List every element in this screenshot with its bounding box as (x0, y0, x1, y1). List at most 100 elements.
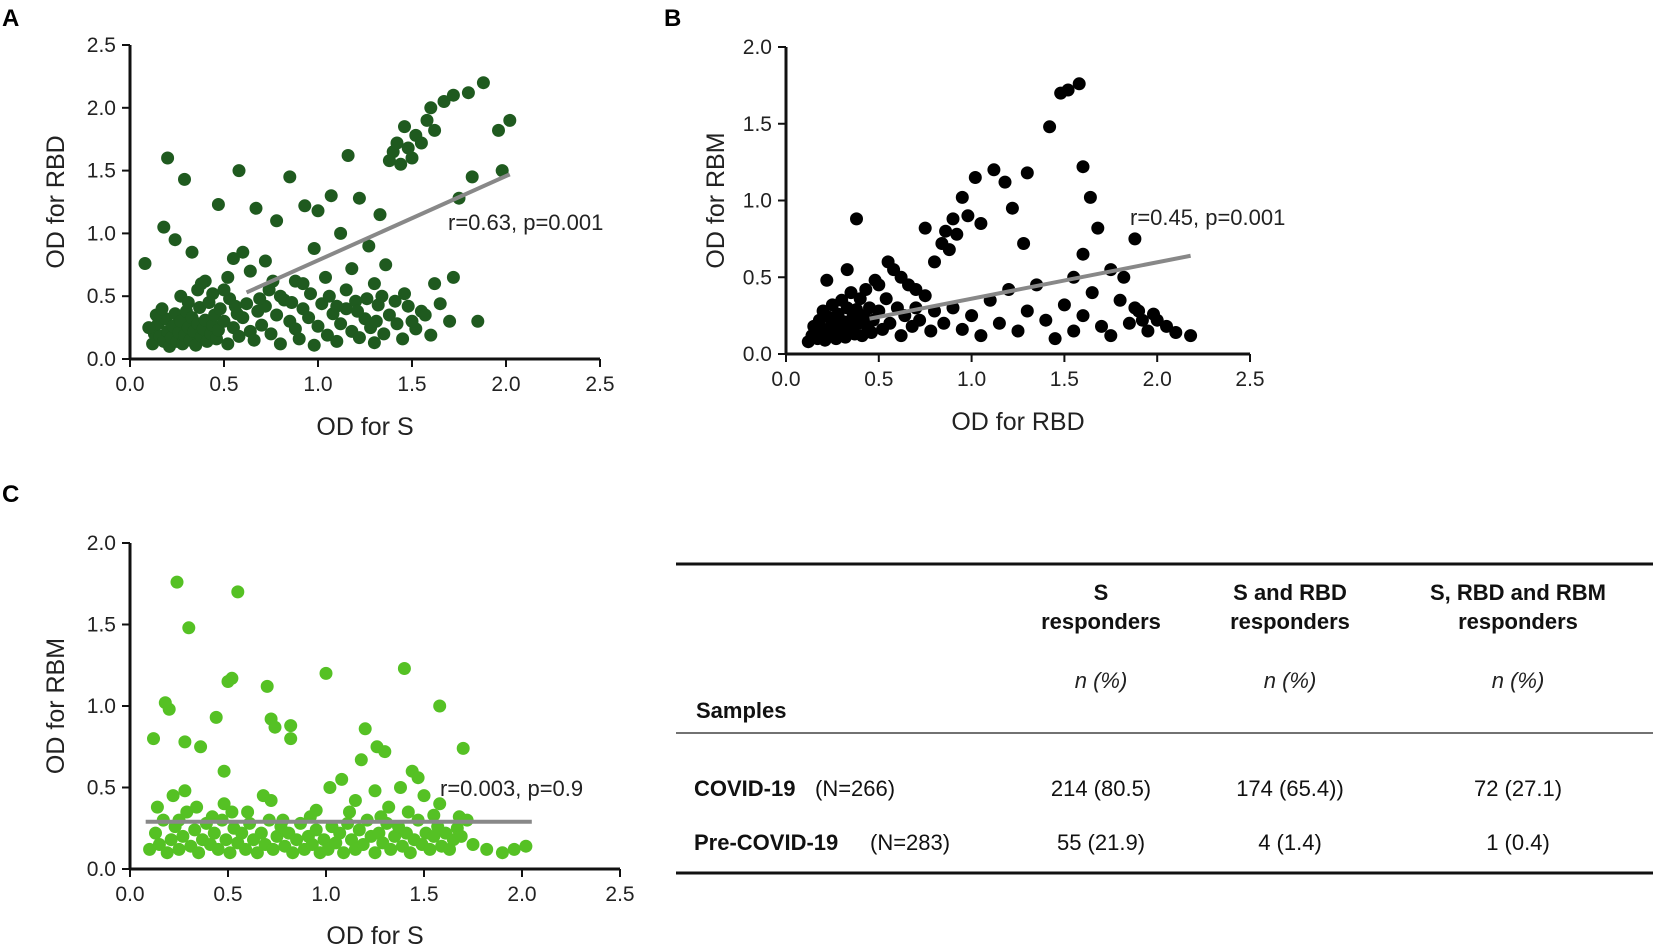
chart-a-point (345, 262, 359, 276)
chart-c-annotation: r=0.003, p=0.9 (440, 776, 583, 801)
chart-a-point (334, 317, 348, 331)
panel-label-a: A (2, 5, 19, 32)
chart-c-point (211, 842, 225, 856)
chart-c-point (178, 784, 192, 798)
chart-a-point (311, 204, 325, 218)
chart-a-point (264, 327, 278, 341)
chart-a-point (228, 299, 242, 313)
chart-c-point (284, 719, 298, 733)
chart-a-point (367, 277, 381, 291)
chart-b-y-tick-label: 0.5 (743, 266, 772, 289)
chart-c-point (384, 842, 398, 856)
chart-c-point (217, 764, 231, 778)
chart-b-point (859, 283, 873, 296)
chart-c-y-label: OD for RBM (42, 638, 70, 774)
chart-a-point (292, 332, 306, 346)
chart-b-point (894, 270, 908, 284)
scatter-chart-c: 0.0 0.5 1.0 1.5 2.0 2.5 0.0 0.5 1.0 1.5 2.0 OD fo… (42, 532, 635, 950)
chart-c-point (286, 846, 300, 860)
col-s-rbd-head1: S and RBD (1233, 580, 1347, 605)
chart-a-point (221, 270, 235, 284)
chart-b-point (918, 221, 932, 235)
responders-table: S responders n (%) S and RBD responders … (676, 562, 1653, 875)
chart-a-point (446, 88, 460, 102)
chart-c-point (190, 800, 204, 814)
chart-b-point (1039, 313, 1053, 327)
chart-c-point (192, 846, 206, 860)
chart-c-point (217, 797, 231, 811)
chart-a-x-ticks: 0.0 0.5 1.0 1.5 2.0 2.5 (115, 359, 615, 396)
chart-a-point (226, 252, 240, 265)
chart-b-point (1095, 319, 1108, 333)
chart-a-point (213, 302, 227, 316)
chart-c-point (284, 732, 298, 746)
chart-a-point (178, 172, 191, 186)
chart-a-point (155, 302, 169, 316)
chart-c-point (209, 710, 223, 724)
chart-a-y-tick-label: 1.0 (87, 222, 116, 245)
chart-a-point (351, 304, 364, 318)
row-header-samples: Samples (696, 698, 787, 723)
chart-b-point (955, 190, 969, 204)
chart-a-point (352, 331, 366, 345)
chart-a-point (324, 189, 338, 203)
chart-c-point (268, 720, 282, 734)
chart-a-point (443, 314, 457, 328)
chart-a-point (492, 123, 505, 137)
chart-c-point (427, 829, 441, 843)
row-covid-s: 214 (80.5) (1051, 776, 1151, 801)
chart-c-point (270, 829, 284, 843)
chart-a-point (273, 337, 287, 351)
chart-c-point (176, 829, 190, 843)
col-s-rbd-rbm-head1: S, RBD and RBM (1430, 580, 1606, 605)
chart-b-point (894, 329, 908, 343)
chart-b-point (879, 292, 893, 306)
row-precovid-s-rbd: 4 (1.4) (1258, 830, 1322, 855)
chart-b-point (992, 316, 1006, 330)
chart-c-point (160, 846, 174, 860)
chart-c-point (411, 771, 425, 785)
chart-c-point (394, 781, 407, 794)
col-s-head1: S (1094, 580, 1109, 605)
chart-b-point (872, 278, 886, 292)
chart-a-point (296, 277, 310, 291)
chart-b-point (1135, 313, 1149, 327)
chart-a-point (247, 333, 261, 347)
chart-c-point (352, 823, 366, 837)
chart-a-y-tick-label: 1.5 (87, 160, 116, 183)
chart-a-y-tick-label: 2.0 (87, 97, 116, 120)
chart-c-x-tick-label: 2.5 (605, 883, 634, 906)
chart-b-point (864, 326, 878, 339)
chart-c-point (180, 805, 194, 819)
chart-a-point (236, 311, 250, 325)
row-covid-n: (N=266) (815, 776, 895, 801)
chart-c-point (335, 772, 349, 786)
chart-b-x-label: OD for RBD (951, 408, 1084, 436)
chart-b-annotation: r=0.45, p=0.001 (1130, 205, 1285, 230)
chart-c-point (162, 702, 176, 716)
chart-b-point (987, 163, 1001, 177)
chart-c-point (164, 833, 178, 847)
chart-a-point (390, 136, 404, 150)
chart-c-point (182, 621, 196, 635)
chart-c-point (456, 741, 470, 755)
chart-c-point (178, 735, 192, 749)
chart-c-point (264, 794, 278, 807)
chart-c-point (241, 805, 255, 819)
chart-b-point (965, 309, 979, 323)
chart-c-point (323, 781, 337, 794)
chart-a-point (401, 299, 415, 313)
chart-b-point (844, 286, 858, 300)
chart-a-point (339, 283, 353, 297)
chart-b-point (909, 283, 923, 296)
row-precovid-s: 55 (21.9) (1057, 830, 1145, 855)
chart-a-point (369, 314, 383, 328)
chart-a-point (258, 254, 272, 268)
col-s-rbd-unit: n (%) (1264, 668, 1317, 693)
chart-c-point (319, 666, 333, 680)
chart-c-point (225, 671, 239, 685)
chart-b-point (1085, 286, 1099, 300)
chart-a-x-tick-label: 1.5 (397, 373, 426, 396)
chart-a-point (232, 329, 246, 343)
chart-a-point (157, 220, 171, 234)
